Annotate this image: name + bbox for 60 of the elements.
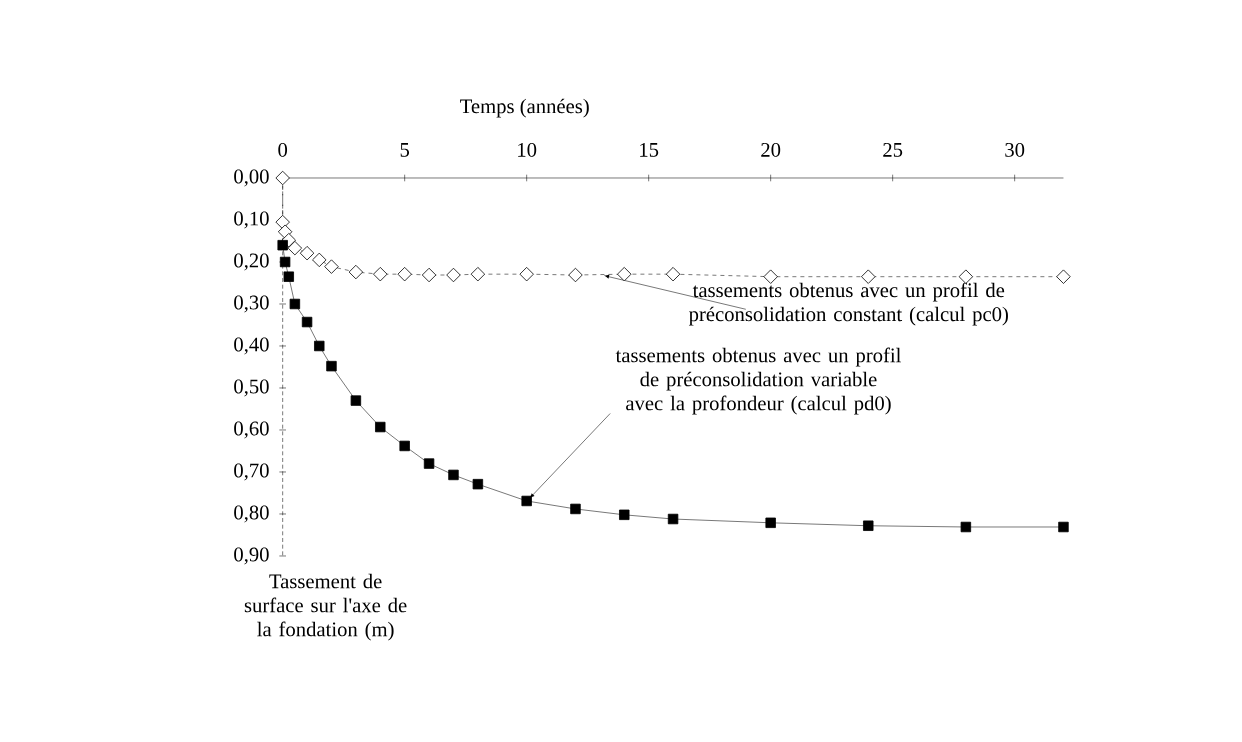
point [324, 259, 339, 274]
point [617, 266, 632, 282]
y-tick-label: 0,50 [234, 379, 269, 397]
point [423, 458, 435, 469]
point [350, 395, 362, 406]
point [1058, 521, 1069, 533]
point [861, 269, 876, 284]
point [665, 266, 681, 282]
point [421, 267, 437, 283]
point [1056, 269, 1071, 284]
y-tick-label: 0,40 [234, 337, 269, 355]
x-axis-title: Temps (années) [460, 98, 589, 118]
x-tick-label: 15 [640, 143, 659, 157]
x-tick-label: 20 [761, 142, 781, 157]
annotation: tassements obtenus avec un profil de préconsolidation variable avec la profondeur (calcul pd0) [615, 347, 901, 415]
point [301, 316, 313, 328]
y-axis-title: Tassement de surface sur l'axe de la fondation (m) [244, 573, 407, 641]
point [312, 252, 327, 268]
point [314, 340, 325, 352]
y-tick-label: 0,80 [234, 505, 269, 523]
point [299, 245, 315, 261]
y-tick-label: 0,60 [234, 421, 269, 439]
point [472, 478, 484, 490]
point [397, 266, 412, 282]
point [275, 170, 290, 186]
point [373, 266, 388, 282]
y-tick-label: 0,10 [234, 211, 269, 229]
point [326, 360, 337, 372]
x-tick-label: 0 [278, 142, 288, 157]
point [399, 440, 410, 452]
y-tick-label: 0,20 [234, 253, 269, 271]
x-tick-label: 10 [518, 142, 537, 157]
point [470, 266, 486, 282]
y-tick-label: 0,70 [234, 463, 269, 481]
point [287, 240, 303, 256]
point [521, 495, 532, 507]
point [863, 520, 874, 531]
x-tick-label: 30 [1005, 142, 1025, 157]
y-tick-label: 0,30 [234, 295, 269, 313]
point [375, 421, 386, 433]
point [763, 269, 778, 284]
point [277, 239, 288, 251]
point [519, 266, 534, 282]
point [619, 509, 630, 521]
point [279, 256, 291, 268]
point [348, 264, 364, 280]
point [960, 521, 972, 533]
point [765, 517, 776, 528]
point [667, 513, 679, 525]
point [446, 267, 461, 283]
y-tick-label: 0,00 [234, 169, 269, 187]
point [570, 503, 581, 515]
x-tick-label: 25 [883, 142, 903, 157]
x-tick-label: 5 [400, 143, 410, 157]
point [448, 469, 459, 481]
point [283, 271, 294, 282]
y-tick-label: 0,90 [234, 547, 269, 565]
annotation: tassements obtenus avec un profil de préconsolidation constant (calcul pc0) [688, 282, 1008, 326]
point [568, 267, 583, 283]
point [289, 298, 301, 310]
